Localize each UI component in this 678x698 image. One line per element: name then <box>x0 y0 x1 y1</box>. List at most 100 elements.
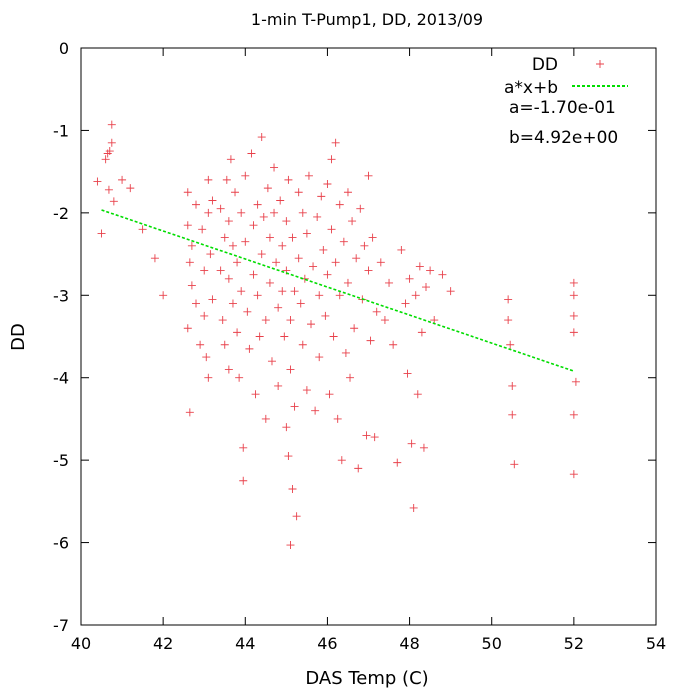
data-point <box>224 365 233 374</box>
data-point <box>257 133 266 142</box>
data-point <box>233 258 242 267</box>
legend-label-fit: a*x+b <box>504 78 558 98</box>
chart-title: 1-min T-Pump1, DD, 2013/09 <box>251 10 483 29</box>
data-point <box>510 460 519 469</box>
x-axis: 40 42 44 46 48 50 52 54 <box>71 48 666 653</box>
data-point <box>302 229 311 238</box>
data-point <box>296 299 305 308</box>
data-point <box>228 299 237 308</box>
data-point <box>298 208 307 217</box>
data-point <box>315 353 324 362</box>
data-point <box>307 320 315 329</box>
data-point <box>350 324 359 333</box>
data-point <box>216 266 225 275</box>
data-point <box>231 188 240 197</box>
data-point <box>370 433 379 442</box>
data-point <box>267 357 276 366</box>
data-point <box>380 316 389 325</box>
data-point <box>329 332 338 341</box>
data-point <box>354 464 363 473</box>
data-point <box>294 188 303 197</box>
data-point <box>504 316 513 325</box>
data-point <box>290 287 299 296</box>
legend-marker-dd <box>596 60 604 68</box>
data-point <box>376 258 385 267</box>
data-point <box>286 541 295 550</box>
data-point <box>415 262 424 271</box>
y-tick-label: -4 <box>53 369 69 388</box>
data-point <box>389 340 398 349</box>
data-point <box>323 180 332 189</box>
data-point <box>346 373 355 382</box>
x-tick-label: 42 <box>153 634 173 653</box>
data-point <box>150 254 159 263</box>
data-point <box>331 138 340 147</box>
fit-line-group <box>101 209 575 372</box>
annotation-b: b=4.92e+00 <box>509 128 618 148</box>
data-point <box>272 258 281 267</box>
data-point <box>569 328 578 337</box>
data-point <box>185 258 194 267</box>
data-point <box>413 390 422 399</box>
data-point <box>247 149 256 158</box>
data-point <box>508 410 517 419</box>
y-tick-label: -7 <box>53 616 69 635</box>
data-point <box>228 241 237 250</box>
data-point <box>200 266 209 275</box>
data-point <box>294 254 303 263</box>
data-point <box>366 336 375 345</box>
data-point <box>339 237 348 246</box>
data-point <box>372 307 381 316</box>
scatter-points <box>93 120 580 550</box>
data-point <box>403 369 412 378</box>
data-point <box>104 185 113 194</box>
data-point <box>401 299 410 308</box>
data-point <box>569 470 578 479</box>
y-tick-label: -3 <box>53 286 69 305</box>
data-point <box>241 171 250 180</box>
x-tick-label: 40 <box>71 634 91 653</box>
x-tick-label: 54 <box>646 634 666 653</box>
data-point <box>506 340 515 349</box>
plot-frame <box>80 47 657 626</box>
data-point <box>405 274 414 283</box>
data-point <box>257 250 266 259</box>
data-point <box>343 278 352 287</box>
x-tick-label: 52 <box>564 634 584 653</box>
data-point <box>196 340 205 349</box>
data-point <box>284 175 293 184</box>
data-point <box>97 229 106 238</box>
data-point <box>446 287 455 296</box>
data-point <box>569 311 578 320</box>
data-point <box>292 512 301 521</box>
data-point <box>249 270 258 279</box>
fit-line <box>101 209 575 372</box>
data-point <box>274 381 283 390</box>
data-point <box>426 266 435 275</box>
data-point <box>206 250 215 259</box>
data-point <box>438 270 447 279</box>
data-point <box>204 208 213 217</box>
data-point <box>323 270 332 279</box>
data-point <box>237 287 246 296</box>
data-point <box>198 225 207 234</box>
data-point <box>187 241 196 250</box>
legend: DD a*x+b a=-1.70e-01 b=4.92e+00 <box>504 55 628 148</box>
x-tick-label: 46 <box>317 634 337 653</box>
data-point <box>265 278 274 287</box>
data-point <box>204 373 213 382</box>
data-point <box>290 402 299 411</box>
data-point <box>319 245 328 254</box>
data-point <box>337 456 346 465</box>
data-point <box>192 299 200 308</box>
data-point <box>282 217 291 226</box>
data-point <box>249 221 258 230</box>
data-point <box>327 225 336 234</box>
data-point <box>185 408 194 417</box>
data-point <box>352 254 361 263</box>
data-point <box>218 316 227 325</box>
data-point <box>325 390 334 399</box>
annotation-a: a=-1.70e-01 <box>509 98 616 118</box>
data-point <box>253 291 262 300</box>
data-point <box>569 291 578 300</box>
